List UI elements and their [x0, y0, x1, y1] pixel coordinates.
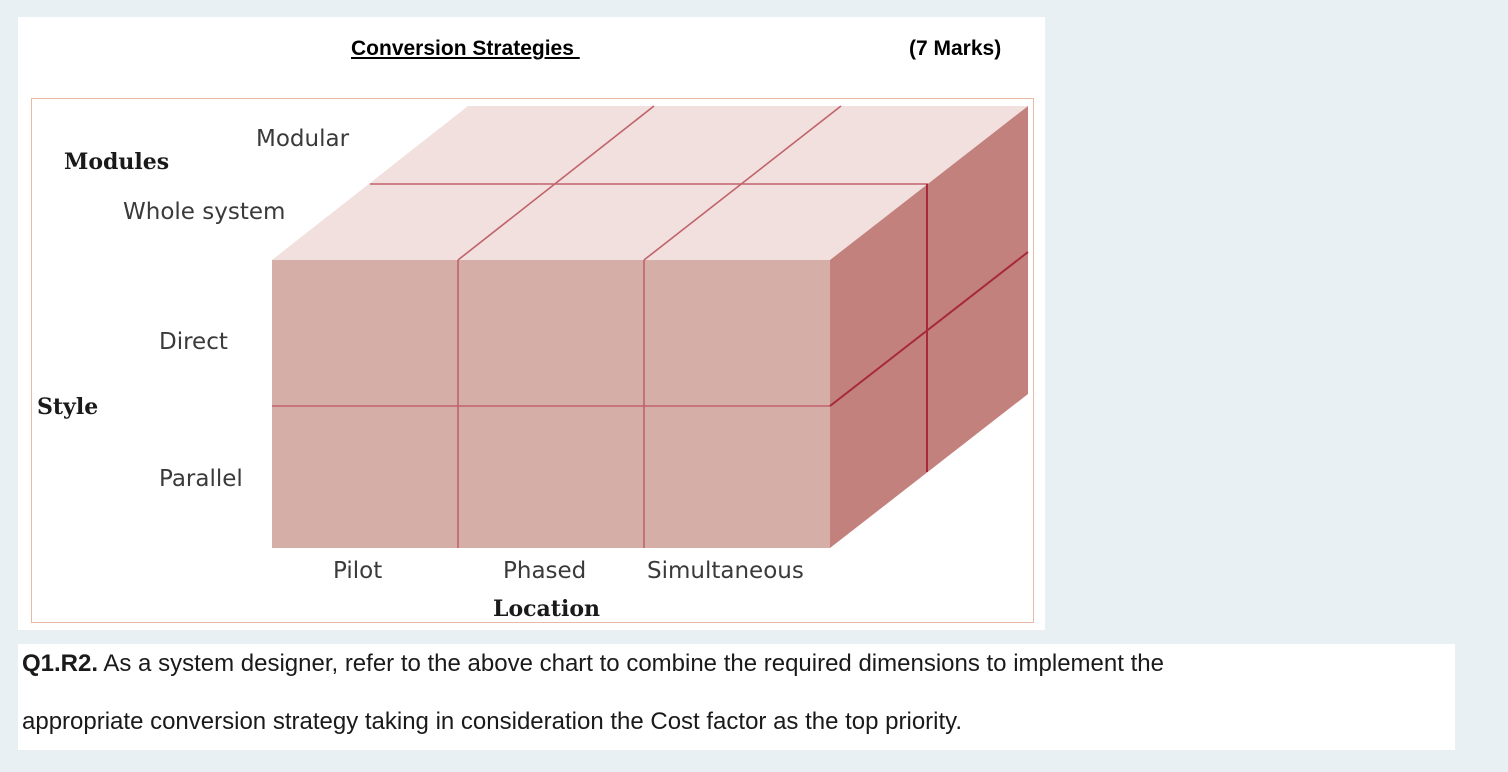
- side-face-grid: [829, 184, 1029, 472]
- option-label-whole-system: Whole system: [123, 199, 285, 225]
- option-label-modular: Modular: [256, 126, 350, 152]
- axis-label-location: Location: [493, 596, 600, 622]
- axis-label-modules: Modules: [64, 149, 169, 175]
- option-label-pilot: Pilot: [333, 558, 382, 584]
- question-line-1: Q1.R2. As a system designer, refer to th…: [22, 650, 1164, 678]
- option-label-direct: Direct: [159, 329, 228, 355]
- option-label-phased: Phased: [503, 558, 586, 584]
- cube-front-face: [272, 260, 830, 548]
- page-title: Conversion Strategies: [351, 37, 580, 60]
- question-box: Q1.R2. As a system designer, refer to th…: [18, 644, 1455, 750]
- question-id: Q1.R2.: [22, 650, 99, 677]
- question-line-2: appropriate conversion strategy taking i…: [22, 708, 963, 735]
- option-label-parallel: Parallel: [159, 466, 243, 492]
- marks-label: (7 Marks): [909, 37, 1002, 60]
- top-face-grid: [370, 105, 928, 261]
- option-label-simultaneous: Simultaneous: [647, 558, 804, 584]
- axis-label-style: Style: [37, 394, 98, 420]
- front-face-grid: [272, 260, 830, 548]
- question-text-1: As a system designer, refer to the above…: [98, 650, 1164, 677]
- cube-top-face: [272, 106, 1028, 260]
- cube-side-face: [830, 106, 1028, 548]
